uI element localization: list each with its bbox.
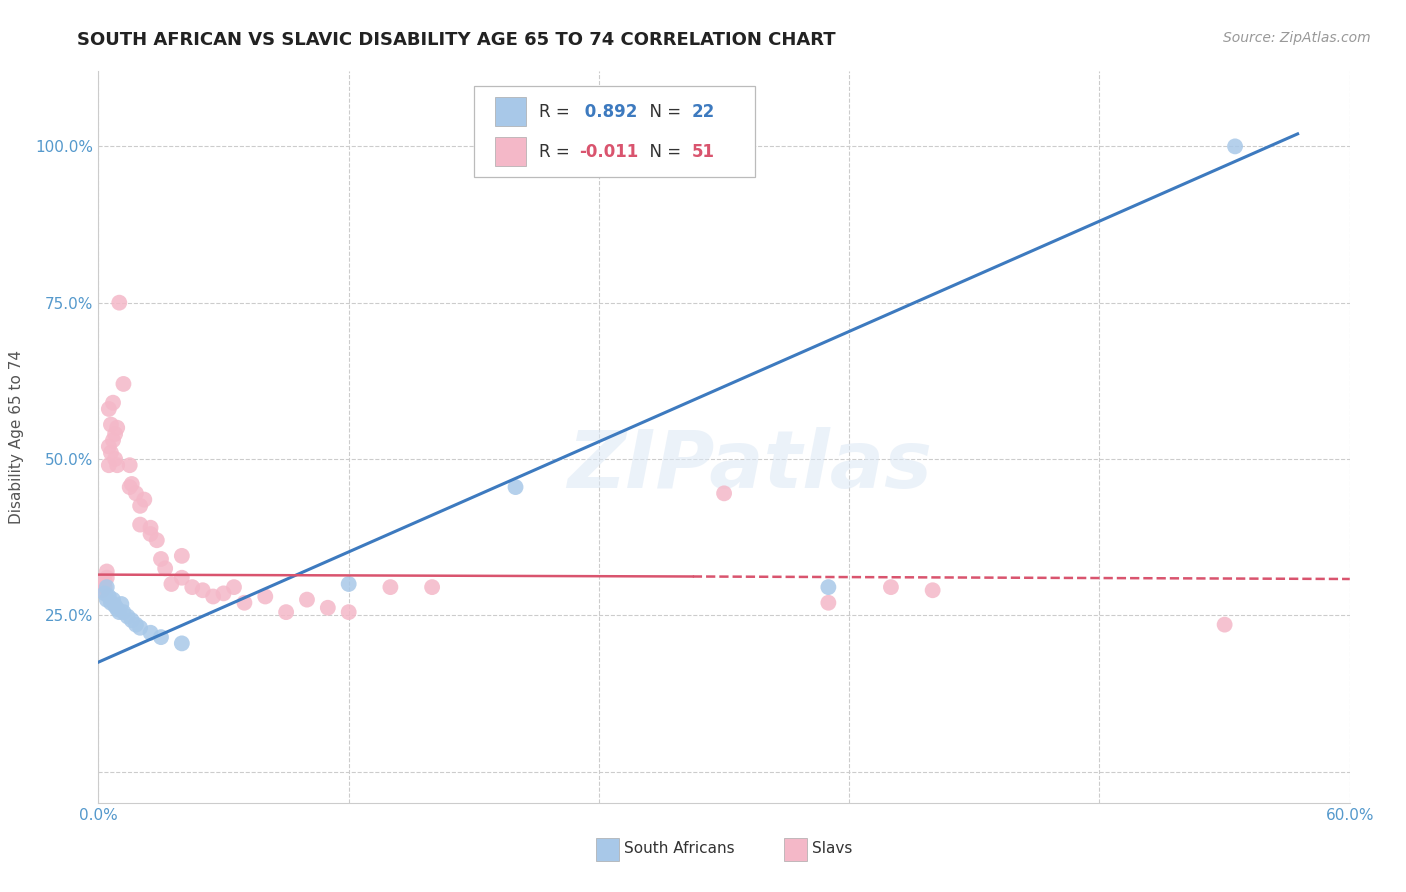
FancyBboxPatch shape: [495, 97, 526, 127]
Point: [337, 605, 360, 619]
Point: [222, 580, 245, 594]
Point: [1223, 139, 1246, 153]
Point: [921, 583, 943, 598]
Point: [505, 480, 527, 494]
Text: 51: 51: [692, 143, 714, 161]
Point: [112, 376, 135, 391]
FancyBboxPatch shape: [785, 838, 807, 862]
Text: R =: R =: [538, 103, 575, 120]
Point: [96, 592, 118, 607]
Point: [121, 613, 143, 627]
Point: [170, 636, 193, 650]
Point: [97, 458, 120, 473]
Text: ZIPatlas: ZIPatlas: [567, 427, 932, 506]
Point: [91, 583, 114, 598]
FancyBboxPatch shape: [596, 838, 619, 862]
Point: [713, 486, 735, 500]
Text: SOUTH AFRICAN VS SLAVIC DISABILITY AGE 65 TO 74 CORRELATION CHART: SOUTH AFRICAN VS SLAVIC DISABILITY AGE 6…: [77, 31, 837, 49]
Point: [125, 617, 148, 632]
Point: [146, 533, 169, 548]
Text: South Africans: South Africans: [624, 840, 734, 855]
Point: [96, 580, 118, 594]
Point: [101, 395, 124, 409]
Point: [93, 580, 115, 594]
Point: [97, 590, 120, 604]
Y-axis label: Disability Age 65 to 74: Disability Age 65 to 74: [10, 350, 24, 524]
Text: Slavs: Slavs: [811, 840, 852, 855]
Point: [139, 521, 162, 535]
Point: [129, 499, 152, 513]
Point: [105, 420, 128, 434]
Point: [420, 580, 443, 594]
Point: [93, 574, 115, 588]
Point: [150, 630, 173, 644]
Text: 0.892: 0.892: [579, 103, 637, 120]
Point: [191, 583, 214, 598]
Point: [150, 552, 173, 566]
Point: [118, 480, 141, 494]
Point: [129, 517, 152, 532]
Point: [112, 605, 135, 619]
Point: [96, 571, 118, 585]
Point: [337, 577, 360, 591]
Point: [170, 571, 193, 585]
Point: [104, 599, 127, 613]
Point: [105, 602, 128, 616]
Text: R =: R =: [538, 143, 575, 161]
Point: [134, 492, 156, 507]
Point: [880, 580, 903, 594]
Point: [96, 565, 118, 579]
Point: [108, 605, 131, 619]
Point: [121, 477, 143, 491]
Point: [101, 592, 124, 607]
Point: [254, 590, 277, 604]
Point: [104, 452, 127, 467]
Point: [139, 527, 162, 541]
Point: [153, 561, 176, 575]
Text: N =: N =: [638, 103, 686, 120]
Point: [108, 295, 131, 310]
Point: [181, 580, 204, 594]
Point: [101, 434, 124, 448]
Point: [104, 426, 127, 441]
Point: [117, 609, 139, 624]
FancyBboxPatch shape: [474, 86, 755, 178]
FancyBboxPatch shape: [495, 137, 526, 167]
Point: [233, 596, 256, 610]
Text: -0.011: -0.011: [579, 143, 638, 161]
Point: [93, 586, 115, 600]
Point: [316, 600, 339, 615]
Point: [139, 625, 162, 640]
Point: [295, 592, 318, 607]
Text: Source: ZipAtlas.com: Source: ZipAtlas.com: [1223, 31, 1371, 45]
Point: [212, 586, 235, 600]
Point: [170, 549, 193, 563]
Point: [100, 596, 122, 610]
Point: [817, 596, 839, 610]
Point: [274, 605, 298, 619]
Point: [817, 580, 839, 594]
Point: [129, 621, 152, 635]
Point: [110, 597, 132, 611]
Point: [97, 401, 120, 416]
Point: [118, 458, 141, 473]
Point: [380, 580, 402, 594]
Point: [100, 446, 122, 460]
Point: [125, 486, 148, 500]
Point: [97, 440, 120, 454]
Text: N =: N =: [638, 143, 686, 161]
Point: [100, 417, 122, 432]
Text: 22: 22: [692, 103, 714, 120]
Point: [1213, 617, 1236, 632]
Point: [160, 577, 183, 591]
Point: [105, 458, 128, 473]
Point: [202, 590, 225, 604]
